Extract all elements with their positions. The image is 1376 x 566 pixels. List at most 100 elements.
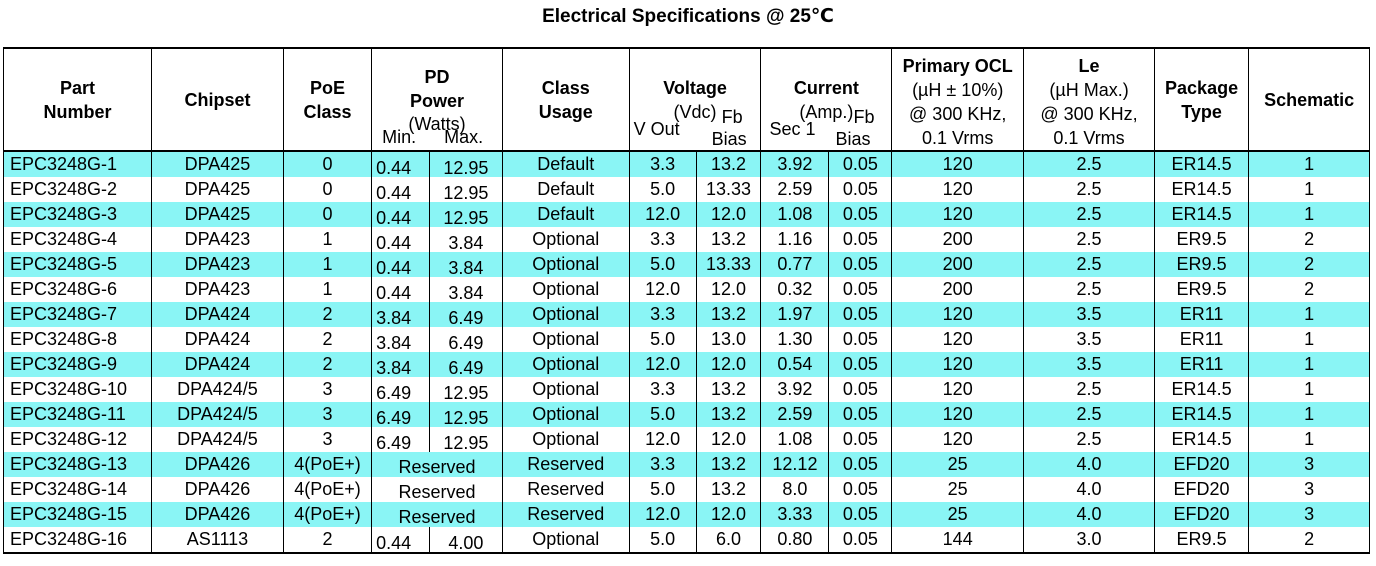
table-row: EPC3248G-6 DPA423 1 0.44 3.84 Optional 12.0 12.… [2, 277, 1370, 302]
cell-isec: 3.92 [760, 377, 830, 402]
table-row: EPC3248G-5 DPA423 1 0.44 3.84 Optional 5.0 13.3… [2, 252, 1370, 277]
cell-isec: 12.12 [760, 452, 830, 477]
header-poe-class: PoE Class [282, 47, 373, 151]
cell-poe-class: 0 [282, 177, 373, 202]
cell-le: 2.5 [1023, 252, 1155, 277]
cell-le: 3.5 [1023, 302, 1155, 327]
table-row: EPC3248G-10 DPA424/5 3 6.49 12.95 Optional 3.3… [2, 377, 1370, 402]
cell-schematic: 2 [1248, 277, 1370, 302]
cell-class-usage: Reserved [501, 477, 630, 502]
cell-part-number: EPC3248G-13 [2, 452, 153, 477]
cell-pd-max: 12.95 [428, 202, 503, 227]
cell-ifb-bias: 0.05 [828, 352, 893, 377]
cell-ifb-bias: 0.05 [828, 427, 893, 452]
cell-pd-power: Reserved [371, 502, 503, 527]
cell-vout: 5.0 [628, 527, 697, 554]
cell-le: 3.5 [1023, 327, 1155, 352]
cell-class-usage: Optional [501, 427, 630, 452]
cell-poe-class: 0 [282, 202, 373, 227]
cell-schematic: 1 [1248, 202, 1370, 227]
cell-vout: 5.0 [628, 402, 697, 427]
cell-class-usage: Optional [501, 352, 630, 377]
cell-chipset: DPA425 [151, 150, 284, 177]
cell-chipset: DPA423 [151, 227, 284, 252]
cell-part-number: EPC3248G-2 [2, 177, 153, 202]
header-ifb-1: Fb [853, 107, 875, 127]
cell-package-type: EFD20 [1153, 452, 1250, 477]
header-vout: V Out [633, 119, 680, 139]
cell-primary-ocl: 120 [891, 177, 1025, 202]
cell-ifb-bias: 0.05 [828, 527, 893, 554]
cell-poe-class: 1 [282, 227, 373, 252]
cell-le: 2.5 [1023, 427, 1155, 452]
cell-vout: 5.0 [628, 177, 697, 202]
cell-le: 4.0 [1023, 452, 1155, 477]
table-row: EPC3248G-15 DPA426 4(PoE+) Reserved Reserved… [2, 502, 1370, 527]
cell-vfb-bias: 12.0 [695, 202, 762, 227]
cell-schematic: 1 [1248, 177, 1370, 202]
cell-package-type: ER9.5 [1153, 277, 1250, 302]
cell-pd-max: 6.49 [428, 327, 503, 352]
cell-chipset: DPA424 [151, 327, 284, 352]
cell-primary-ocl: 120 [891, 377, 1025, 402]
header-current: Current (Amp.) Sec 1 Fb Bias [760, 47, 893, 151]
cell-part-number: EPC3248G-5 [2, 252, 153, 277]
cell-pd-min: 0.44 [371, 177, 430, 202]
cell-vfb-bias: 12.0 [695, 502, 762, 527]
cell-isec: 0.54 [760, 352, 830, 377]
cell-le: 2.5 [1023, 227, 1155, 252]
cell-vfb-bias: 6.0 [695, 527, 762, 554]
cell-chipset: DPA424/5 [151, 377, 284, 402]
cell-poe-class: 2 [282, 352, 373, 377]
cell-ifb-bias: 0.05 [828, 477, 893, 502]
cell-pd-max: 12.95 [428, 177, 503, 202]
cell-vout: 12.0 [628, 202, 697, 227]
cell-isec: 8.0 [760, 477, 830, 502]
header-primary-ocl: Primary OCL (µH ± 10%) @ 300 KHz, 0.1 Vr… [891, 47, 1025, 151]
cell-pd-min: 0.44 [371, 277, 430, 302]
cell-pd-min: 0.44 [371, 202, 430, 227]
cell-chipset: DPA426 [151, 452, 284, 477]
cell-chipset: DPA424/5 [151, 427, 284, 452]
cell-part-number: EPC3248G-16 [2, 527, 153, 554]
cell-pd-power: Reserved [371, 477, 503, 502]
cell-vout: 3.3 [628, 452, 697, 477]
cell-part-number: EPC3248G-4 [2, 227, 153, 252]
cell-chipset: DPA424 [151, 302, 284, 327]
cell-class-usage: Optional [501, 227, 630, 252]
cell-le: 3.5 [1023, 352, 1155, 377]
cell-vfb-bias: 13.33 [695, 252, 762, 277]
cell-pd-max: 3.84 [428, 252, 503, 277]
cell-schematic: 3 [1248, 452, 1370, 477]
cell-le: 4.0 [1023, 477, 1155, 502]
cell-package-type: ER14.5 [1153, 150, 1250, 177]
cell-schematic: 1 [1248, 377, 1370, 402]
cell-isec: 0.77 [760, 252, 830, 277]
cell-schematic: 2 [1248, 527, 1370, 554]
page-title: Electrical Specifications @ 25℃ [542, 6, 834, 27]
cell-package-type: ER11 [1153, 327, 1250, 352]
cell-chipset: DPA424 [151, 352, 284, 377]
cell-part-number: EPC3248G-12 [2, 427, 153, 452]
cell-pd-min: 6.49 [371, 402, 430, 427]
cell-ifb-bias: 0.05 [828, 202, 893, 227]
cell-primary-ocl: 200 [891, 227, 1025, 252]
table-row: EPC3248G-12 DPA424/5 3 6.49 12.95 Optional 12.… [2, 427, 1370, 452]
cell-pd-max: 12.95 [428, 150, 503, 177]
cell-part-number: EPC3248G-10 [2, 377, 153, 402]
cell-poe-class: 2 [282, 327, 373, 352]
cell-le: 2.5 [1023, 150, 1155, 177]
cell-le: 2.5 [1023, 202, 1155, 227]
cell-part-number: EPC3248G-1 [2, 150, 153, 177]
cell-vout: 3.3 [628, 302, 697, 327]
cell-poe-class: 3 [282, 377, 373, 402]
cell-package-type: ER9.5 [1153, 227, 1250, 252]
cell-package-type: EFD20 [1153, 477, 1250, 502]
cell-isec: 2.59 [760, 177, 830, 202]
cell-pd-min: 3.84 [371, 352, 430, 377]
cell-class-usage: Optional [501, 252, 630, 277]
cell-schematic: 1 [1248, 427, 1370, 452]
header-ifb-2: Bias [835, 129, 871, 149]
cell-part-number: EPC3248G-7 [2, 302, 153, 327]
cell-package-type: ER11 [1153, 302, 1250, 327]
